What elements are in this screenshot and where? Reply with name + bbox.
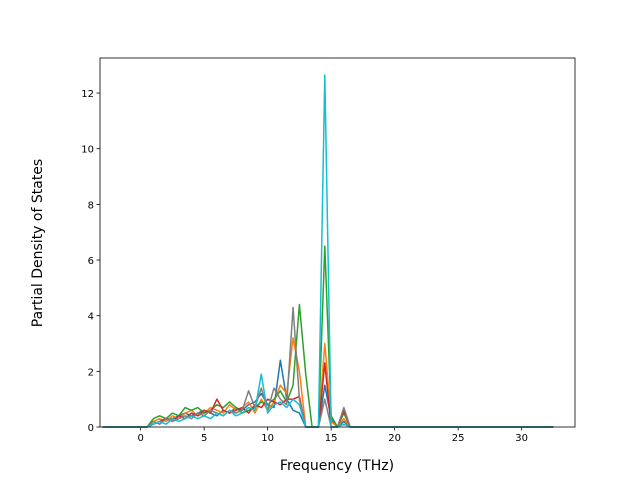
y-tick-label: 4: [88, 312, 94, 323]
x-tick-label: 15: [325, 433, 338, 444]
series-line: [102, 74, 554, 428]
series-line: [102, 362, 554, 428]
x-tick-label: 0: [137, 433, 143, 444]
x-tick-label: 10: [261, 433, 274, 444]
y-tick-label: 0: [88, 423, 94, 434]
y-tick-label: 6: [88, 256, 94, 267]
series-line: [102, 306, 554, 428]
x-tick-label: 25: [452, 433, 465, 444]
x-tick-label: 30: [515, 433, 528, 444]
y-tick-label: 2: [88, 367, 94, 378]
plot-frame: [99, 57, 576, 428]
x-axis-title: Frequency (THz): [280, 458, 394, 474]
y-tick-label: 8: [88, 200, 94, 211]
x-tick-label: 5: [201, 433, 207, 444]
y-tick-label: 12: [81, 89, 94, 100]
series-line: [102, 245, 554, 428]
y-tick-label: 10: [81, 145, 94, 156]
y-axis-title: Partial Density of States: [30, 159, 46, 327]
x-tick-label: 20: [388, 433, 401, 444]
